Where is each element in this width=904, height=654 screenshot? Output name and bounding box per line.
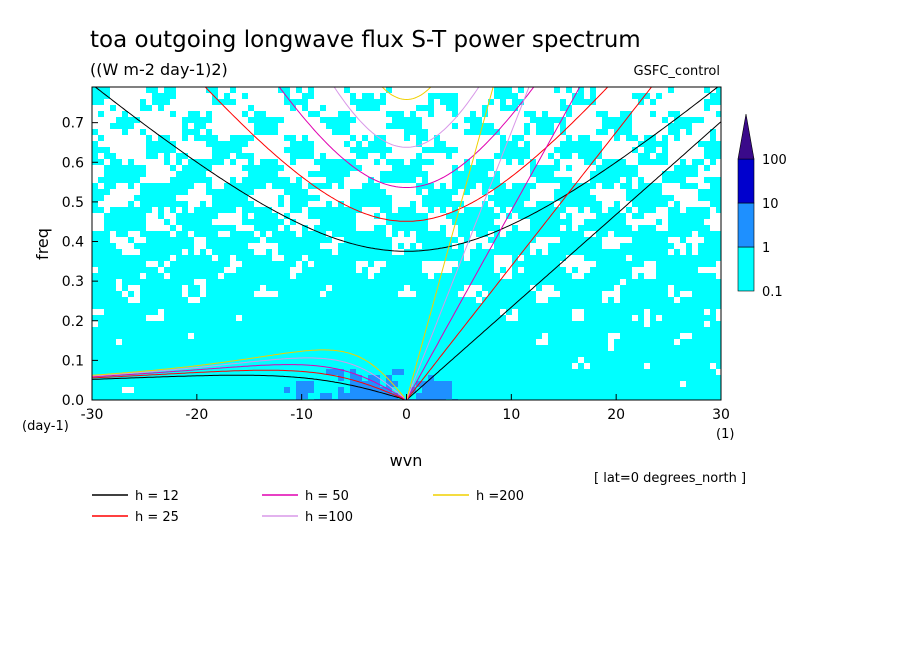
legend-label: h = 50 [305, 489, 349, 504]
chart-subtitle: ((W m-2 day-1)2) [90, 60, 228, 79]
x-axis: -30 -20 -10 0 10 20 30 [81, 394, 730, 423]
equatorial-rossby-curve [92, 374, 405, 400]
y-axis-title: freq [33, 228, 52, 260]
x-axis-title: wvn [390, 451, 423, 470]
colorbar-level-label: 100 [762, 153, 787, 168]
inertia-gravity-curve [94, 87, 719, 252]
kelvin-wave-curve [406, 87, 653, 400]
x-tick-label: 0 [402, 407, 411, 423]
chart-title: toa outgoing longwave flux S-T power spe… [90, 27, 641, 53]
colorbar-level-label: 10 [762, 197, 779, 212]
y-unit-label: (day-1) [22, 419, 69, 434]
equatorial-rossby-curve [92, 357, 405, 399]
y-tick-label: 0.0 [62, 393, 84, 409]
y-tick-label: 0.3 [62, 274, 84, 290]
legend-label: h = 12 [135, 489, 179, 504]
inertia-gravity-curve [204, 87, 609, 222]
dispersion-curves [92, 87, 721, 544]
legend-label: h =200 [476, 489, 524, 504]
x-tick-label: -10 [290, 407, 313, 423]
x-tick-label: -30 [81, 407, 104, 423]
kelvin-wave-curve [406, 87, 494, 400]
x-tick-label: 30 [712, 407, 730, 423]
y-tick-label: 0.7 [62, 116, 84, 132]
equatorial-rossby-curve [92, 369, 405, 400]
inertia-gravity-curve [381, 87, 432, 101]
run-label: GSFC_control [634, 64, 720, 79]
power-spectrum-field [92, 87, 721, 400]
x-tick-label: -20 [185, 407, 208, 423]
y-tick-label: 0.5 [62, 195, 84, 211]
colorbar: 0.1 1 10 100 [737, 113, 787, 300]
latitude-annotation: [ lat=0 degrees_north ] [594, 471, 746, 486]
kelvin-wave-curve [406, 121, 721, 400]
colorbar-level-label: 0.1 [762, 285, 783, 300]
mixed-rossby-gravity-curve [92, 424, 404, 485]
y-tick-label: 0.4 [62, 235, 84, 251]
colorbar-band [737, 158, 755, 204]
colorbar-band [737, 202, 755, 248]
x-tick-label: 10 [502, 407, 520, 423]
y-axis: 0.0 0.1 0.2 0.3 0.4 0.5 0.6 0.7 [62, 116, 98, 409]
colorbar-level-label: 1 [762, 241, 770, 256]
y-tick-label: 0.2 [62, 314, 84, 330]
colorbar-band [737, 246, 755, 292]
equatorial-rossby-curve [92, 364, 405, 400]
kelvin-wave-curve [406, 87, 530, 400]
y-tick-label: 0.1 [62, 353, 84, 369]
x-tick-label: 20 [607, 407, 625, 423]
mixed-rossby-gravity-curve [92, 426, 404, 544]
kelvin-wave-curve [406, 87, 581, 400]
legend: h = 12 h = 25 h = 50 h =100 h =200 [92, 489, 524, 525]
inertia-gravity-curve [278, 87, 535, 188]
mixed-rossby-gravity-curve [92, 425, 404, 520]
y-tick-label: 0.6 [62, 155, 84, 171]
equatorial-rossby-curve [92, 349, 405, 398]
x-unit-label: (1) [716, 427, 734, 442]
legend-label: h = 25 [135, 510, 179, 525]
inertia-gravity-curve [333, 87, 480, 148]
colorbar-extension-triangle [737, 113, 755, 160]
legend-label: h =100 [305, 510, 353, 525]
